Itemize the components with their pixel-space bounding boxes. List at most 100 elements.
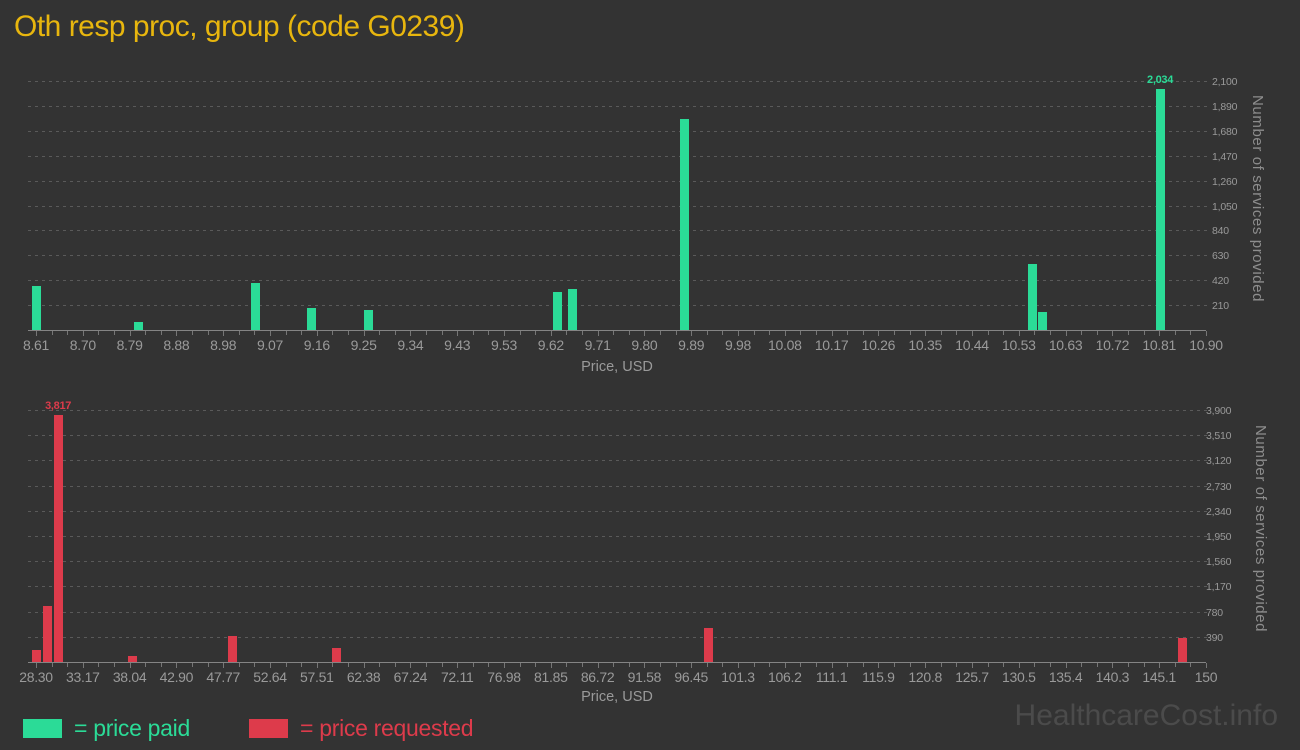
x-axis-major-tick bbox=[1159, 663, 1161, 668]
x-axis-minor-tick bbox=[160, 663, 162, 667]
bar-price-requested[interactable] bbox=[53, 415, 63, 662]
bar-price-requested[interactable] bbox=[31, 649, 41, 662]
x-axis-major-tick bbox=[363, 331, 365, 336]
y-axis-tick-label: 1,050 bbox=[1212, 200, 1238, 213]
y-axis-title: Number of services provided bbox=[1252, 425, 1269, 633]
x-axis-tick-label: 9.89 bbox=[678, 337, 705, 353]
x-axis-tick-label: 9.07 bbox=[256, 337, 284, 353]
x-axis-minor-tick bbox=[613, 331, 615, 335]
x-axis-minor-tick bbox=[379, 663, 381, 667]
x-axis-minor-tick bbox=[847, 663, 849, 667]
x-axis-tick-label: 115.9 bbox=[862, 669, 895, 685]
x-axis-minor-tick bbox=[800, 663, 802, 667]
x-axis-minor-tick bbox=[800, 331, 802, 335]
bar-price-requested[interactable] bbox=[332, 648, 342, 662]
x-axis-tick-label: 10.72 bbox=[1095, 337, 1130, 353]
x-axis-major-tick bbox=[223, 331, 225, 336]
x-axis-major-tick bbox=[316, 663, 318, 668]
x-axis-minor-tick bbox=[332, 663, 334, 667]
x-axis-tick-label: 62.38 bbox=[346, 669, 381, 685]
x-axis-minor-tick bbox=[675, 663, 677, 667]
x-axis-major-tick bbox=[784, 663, 786, 668]
x-axis-minor-tick bbox=[1003, 663, 1005, 667]
x-axis-tick-label: 9.98 bbox=[724, 337, 752, 353]
y-axis-tick-label: 2,730 bbox=[1206, 480, 1232, 493]
y-axis-tick-label: 780 bbox=[1206, 606, 1223, 619]
x-axis-tick-label: 38.04 bbox=[112, 669, 147, 685]
gridline bbox=[28, 636, 1208, 638]
legend-item-price-requested[interactable]: = price requested bbox=[249, 713, 474, 743]
y-axis-title: Number of services provided bbox=[1249, 94, 1266, 303]
bar-price-paid[interactable] bbox=[1155, 88, 1165, 330]
bar-price-requested[interactable] bbox=[127, 656, 137, 662]
x-axis-minor-tick bbox=[1081, 663, 1083, 667]
bar-price-requested[interactable] bbox=[1178, 637, 1188, 662]
x-axis-minor-tick bbox=[192, 663, 193, 667]
bar-price-paid[interactable] bbox=[1038, 311, 1047, 330]
x-axis-minor-tick bbox=[519, 663, 521, 667]
x-axis-minor-tick bbox=[628, 331, 630, 335]
x-axis-tick-label: 67.24 bbox=[393, 669, 428, 685]
x-axis-major-tick bbox=[223, 663, 225, 668]
x-axis-tick-label: 10.35 bbox=[908, 337, 942, 353]
x-axis-minor-tick bbox=[862, 331, 864, 335]
gridline bbox=[28, 536, 1208, 537]
x-axis-major-tick bbox=[457, 663, 459, 668]
x-axis-tick-label: 9.62 bbox=[537, 337, 564, 353]
x-axis-minor-tick bbox=[488, 663, 490, 667]
bar-price-paid[interactable] bbox=[133, 321, 143, 330]
x-axis-minor-tick bbox=[207, 663, 209, 667]
bar-price-paid[interactable] bbox=[307, 308, 317, 330]
x-axis-tick-label: 150 bbox=[1194, 669, 1218, 685]
x-axis-major-tick bbox=[82, 663, 84, 668]
x-axis-tick-label: 47.77 bbox=[206, 669, 240, 685]
x-axis-minor-tick bbox=[1050, 663, 1051, 667]
gridline bbox=[28, 485, 1208, 487]
x-axis-tick-label: 10.63 bbox=[1048, 337, 1083, 353]
gridline bbox=[28, 205, 1208, 207]
bar-price-paid[interactable] bbox=[552, 292, 562, 330]
bar-price-requested[interactable] bbox=[227, 635, 237, 662]
x-axis-major-tick bbox=[644, 663, 646, 668]
x-axis-minor-tick bbox=[254, 331, 256, 335]
x-axis-tick-label: 9.43 bbox=[444, 337, 471, 353]
y-axis-tick-label: 3,120 bbox=[1206, 455, 1232, 468]
x-axis-major-tick bbox=[644, 331, 646, 336]
bar-value-label: 3,817 bbox=[45, 400, 72, 413]
x-axis-major-tick bbox=[176, 663, 178, 668]
x-axis-minor-tick bbox=[660, 663, 661, 667]
x-axis-minor-tick bbox=[613, 663, 615, 667]
legend-label-price-paid: = price paid bbox=[74, 714, 190, 741]
bar-price-requested[interactable] bbox=[43, 605, 53, 662]
x-axis-minor-tick bbox=[98, 331, 100, 335]
x-axis-tick-label: 10.44 bbox=[955, 337, 989, 353]
x-axis-minor-tick bbox=[98, 663, 100, 667]
bar-price-paid[interactable] bbox=[251, 283, 261, 330]
x-axis-minor-tick bbox=[348, 663, 349, 667]
x-axis-minor-tick bbox=[114, 663, 115, 667]
x-axis-major-tick bbox=[363, 663, 365, 668]
x-axis-major-tick bbox=[36, 331, 37, 336]
x-axis-major-tick bbox=[925, 663, 927, 668]
bar-price-paid[interactable] bbox=[363, 309, 373, 330]
x-axis-minor-tick bbox=[1096, 331, 1098, 335]
x-axis-major-tick bbox=[82, 331, 84, 336]
bar-price-paid[interactable] bbox=[1027, 264, 1037, 330]
x-axis-minor-tick bbox=[816, 663, 817, 667]
legend-item-price-paid[interactable]: = price paid bbox=[23, 713, 190, 743]
bar-price-paid[interactable] bbox=[680, 118, 690, 330]
x-axis-minor-tick bbox=[207, 331, 209, 335]
bar-price-requested[interactable] bbox=[703, 628, 713, 662]
x-axis-minor-tick bbox=[67, 663, 69, 667]
bar-price-paid[interactable] bbox=[31, 285, 41, 330]
x-axis-title: Price, USD bbox=[581, 359, 653, 375]
x-axis-minor-tick bbox=[1143, 663, 1145, 667]
gridline bbox=[28, 81, 1208, 82]
x-axis-major-tick bbox=[972, 663, 973, 668]
bar-price-paid[interactable] bbox=[567, 289, 577, 330]
x-axis-major-tick bbox=[316, 331, 318, 336]
y-axis-tick-label: 1,950 bbox=[1206, 531, 1232, 543]
gridline bbox=[28, 180, 1208, 182]
x-axis-minor-tick bbox=[145, 663, 147, 667]
